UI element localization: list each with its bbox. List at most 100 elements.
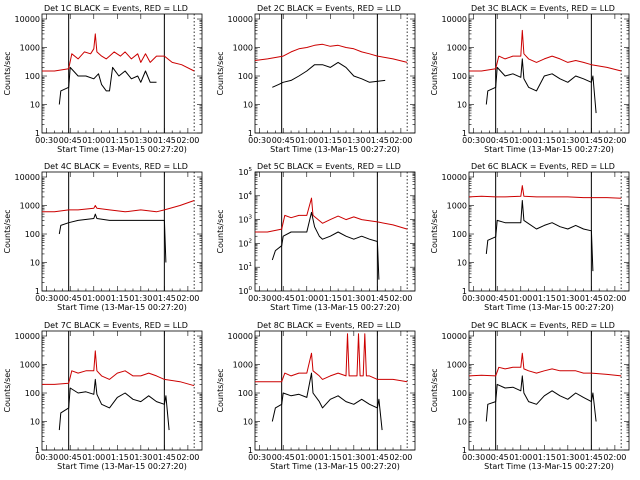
plot-frame bbox=[468, 171, 630, 292]
series-line-lld bbox=[254, 43, 408, 63]
detector-panel: Det 3C BLACK = Events, RED = LLD 1 10 100 10… bbox=[430, 4, 630, 154]
y-tick-label: 1 bbox=[35, 446, 40, 455]
y-tick-label: 103 bbox=[238, 215, 252, 225]
y-tick-label: 10000 bbox=[15, 15, 40, 24]
y-tick-label: 100 bbox=[452, 389, 467, 398]
x-axis-label: Start Time (13-Mar-15 00:27:20) bbox=[57, 462, 187, 471]
x-tick-label: 01:15 bbox=[533, 294, 556, 303]
x-tick-label: 01:30 bbox=[556, 136, 579, 145]
y-tick-label: 10 bbox=[457, 418, 467, 427]
plot-frame bbox=[41, 330, 203, 451]
y-axis-label: Counts/sec bbox=[216, 368, 225, 412]
x-tick-label: 01:15 bbox=[319, 294, 342, 303]
chart-title: Det 7C BLACK = Events, RED = LLD bbox=[44, 321, 188, 330]
y-tick-label: 1000 bbox=[447, 202, 467, 211]
y-tick-label: 100 bbox=[238, 389, 253, 398]
plot-frame bbox=[254, 330, 416, 451]
x-tick-label: 00:45 bbox=[59, 453, 82, 462]
y-tick-label: 1000 bbox=[447, 361, 467, 370]
x-tick-label: 02:00 bbox=[176, 294, 199, 303]
x-tick-label: 01:45 bbox=[366, 453, 389, 462]
x-tick-label: 00:45 bbox=[59, 136, 82, 145]
detector-panel: Det 7C BLACK = Events, RED = LLD 1 10 100 10… bbox=[3, 321, 203, 471]
y-tick-label: 1000 bbox=[233, 361, 253, 370]
x-tick-label: 01:30 bbox=[129, 136, 152, 145]
x-tick-label: 01:45 bbox=[366, 136, 389, 145]
y-tick-label: 1000 bbox=[447, 44, 467, 53]
x-tick-label: 01:00 bbox=[82, 294, 105, 303]
x-tick-label: 00:45 bbox=[486, 453, 509, 462]
x-axis-label: Start Time (13-Mar-15 00:27:20) bbox=[270, 462, 400, 471]
series-line-events bbox=[271, 372, 383, 431]
x-axis-label: Start Time (13-Mar-15 00:27:20) bbox=[270, 303, 400, 312]
detector-panel: Det 1C BLACK = Events, RED = LLD 1 10 100 10… bbox=[3, 4, 203, 154]
x-tick-label: 00:45 bbox=[486, 294, 509, 303]
y-tick-label: 10 bbox=[30, 418, 40, 427]
x-tick-label: 02:00 bbox=[389, 453, 412, 462]
x-tick-label: 01:45 bbox=[153, 294, 176, 303]
x-axis-label: Start Time (13-Mar-15 00:27:20) bbox=[484, 145, 614, 154]
x-tick-label: 01:45 bbox=[153, 136, 176, 145]
x-tick-label: 01:30 bbox=[342, 453, 365, 462]
x-tick-label: 01:00 bbox=[82, 453, 105, 462]
y-tick-label: 1 bbox=[248, 129, 253, 138]
y-axis-label: Counts/sec bbox=[3, 209, 12, 253]
x-tick-label: 01:00 bbox=[82, 136, 105, 145]
y-tick-label: 100 bbox=[452, 72, 467, 81]
x-tick-label: 01:15 bbox=[533, 453, 556, 462]
y-tick-label: 10 bbox=[30, 101, 40, 110]
plot-frame bbox=[254, 13, 416, 134]
y-tick-label: 1000 bbox=[20, 202, 40, 211]
y-tick-label: 1000 bbox=[233, 44, 253, 53]
x-tick-label: 01:30 bbox=[129, 294, 152, 303]
y-axis-label: Counts/sec bbox=[3, 51, 12, 95]
x-tick-label: 01:15 bbox=[106, 136, 129, 145]
y-tick-label: 1 bbox=[35, 129, 40, 138]
x-tick-label: 00:30 bbox=[35, 294, 58, 303]
plot-frame bbox=[41, 13, 203, 134]
y-tick-label: 104 bbox=[238, 191, 252, 201]
y-tick-label: 1 bbox=[462, 287, 467, 296]
x-tick-label: 02:00 bbox=[389, 136, 412, 145]
x-tick-label: 01:45 bbox=[366, 294, 389, 303]
x-tick-label: 00:30 bbox=[248, 136, 271, 145]
series-line-lld bbox=[255, 197, 408, 233]
y-axis-label: Counts/sec bbox=[430, 368, 439, 412]
x-tick-label: 01:30 bbox=[556, 453, 579, 462]
y-tick-label: 100 bbox=[25, 389, 40, 398]
y-axis-label: Counts/sec bbox=[430, 209, 439, 253]
detector-panel: Det 5C BLACK = Events, RED = LLD 100 101 10… bbox=[216, 162, 416, 312]
y-tick-label: 1 bbox=[35, 287, 40, 296]
series-line-events bbox=[58, 378, 170, 431]
y-tick-label: 10 bbox=[457, 259, 467, 268]
chart-title: Det 8C BLACK = Events, RED = LLD bbox=[257, 321, 401, 330]
plot-frame bbox=[254, 171, 416, 292]
y-tick-label: 10000 bbox=[442, 332, 467, 341]
x-tick-label: 02:00 bbox=[603, 294, 626, 303]
plot-frame bbox=[468, 330, 630, 451]
y-tick-label: 10 bbox=[243, 101, 253, 110]
x-tick-label: 01:30 bbox=[342, 136, 365, 145]
chart-title: Det 4C BLACK = Events, RED = LLD bbox=[44, 162, 188, 171]
series-line-events bbox=[58, 66, 157, 105]
x-tick-label: 00:45 bbox=[272, 294, 295, 303]
x-tick-label: 00:45 bbox=[272, 136, 295, 145]
x-tick-label: 02:00 bbox=[603, 136, 626, 145]
y-axis-label: Counts/sec bbox=[3, 368, 12, 412]
x-tick-label: 01:00 bbox=[509, 453, 532, 462]
y-tick-label: 105 bbox=[238, 167, 252, 177]
series-line-lld bbox=[468, 185, 622, 199]
detector-panel: Det 4C BLACK = Events, RED = LLD 1 10 100 10… bbox=[3, 162, 203, 312]
y-tick-label: 10000 bbox=[15, 173, 40, 182]
x-tick-label: 00:30 bbox=[35, 453, 58, 462]
x-axis-label: Start Time (13-Mar-15 00:27:20) bbox=[484, 462, 614, 471]
series-line-events bbox=[485, 58, 597, 114]
series-line-events bbox=[271, 211, 380, 280]
x-tick-label: 00:30 bbox=[462, 136, 485, 145]
plot-frame bbox=[41, 171, 203, 292]
x-tick-label: 01:30 bbox=[129, 453, 152, 462]
detector-panel: Det 6C BLACK = Events, RED = LLD 1 10 100 10… bbox=[430, 162, 630, 312]
chart-title: Det 5C BLACK = Events, RED = LLD bbox=[257, 162, 401, 171]
x-tick-label: 01:15 bbox=[319, 136, 342, 145]
x-tick-label: 00:30 bbox=[248, 453, 271, 462]
